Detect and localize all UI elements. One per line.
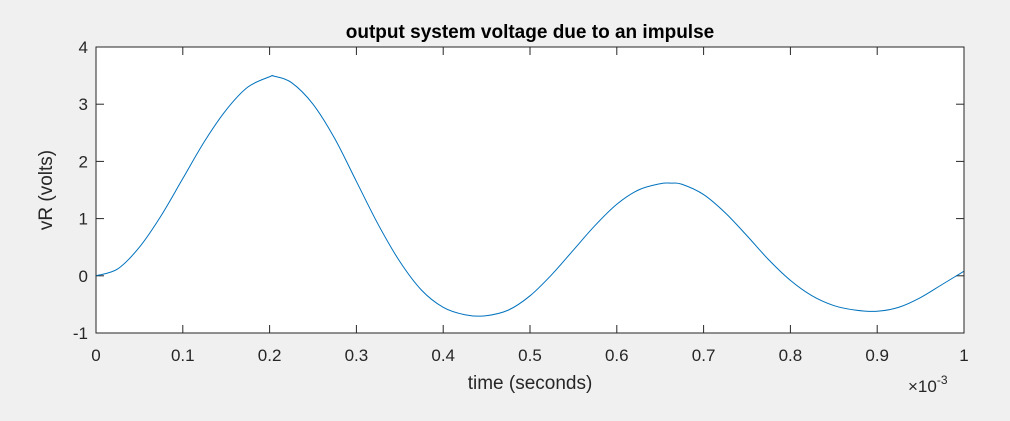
x-tick-label: 0.3 <box>345 346 369 365</box>
x-tick-label: 1 <box>959 346 968 365</box>
y-tick-label: -1 <box>73 324 88 343</box>
x-tick-label: 0.4 <box>431 346 455 365</box>
x-exponent-prefix: ×10 <box>908 377 937 396</box>
series-layer <box>95 74 965 317</box>
y-tick-label: 0 <box>79 267 88 286</box>
axes-box <box>95 46 965 334</box>
plot-area <box>96 47 964 333</box>
chart-title: output system voltage due to an impulse <box>346 22 714 43</box>
x-tick-label: 0.5 <box>518 346 542 365</box>
series-line <box>95 74 965 317</box>
y-tick-label: 2 <box>79 152 88 171</box>
y-tick-label: 3 <box>79 95 88 114</box>
x-tick-label: 0.9 <box>865 346 889 365</box>
y-axis-label: vR (volts) <box>36 150 57 230</box>
x-tick-label: 0.8 <box>779 346 803 365</box>
x-exponent-power: -3 <box>937 373 948 387</box>
x-exponent-label: ×10-3 <box>908 373 948 396</box>
x-tick-label: 0.7 <box>692 346 716 365</box>
y-tick-label: 1 <box>79 210 88 229</box>
x-tick-label: 0.1 <box>171 346 195 365</box>
x-axis-label: time (seconds) <box>468 373 593 394</box>
x-tick-label: 0.2 <box>258 346 282 365</box>
x-tick-label: 0.6 <box>605 346 629 365</box>
x-tick-label: 0 <box>91 346 100 365</box>
y-tick-label: 4 <box>79 38 88 57</box>
